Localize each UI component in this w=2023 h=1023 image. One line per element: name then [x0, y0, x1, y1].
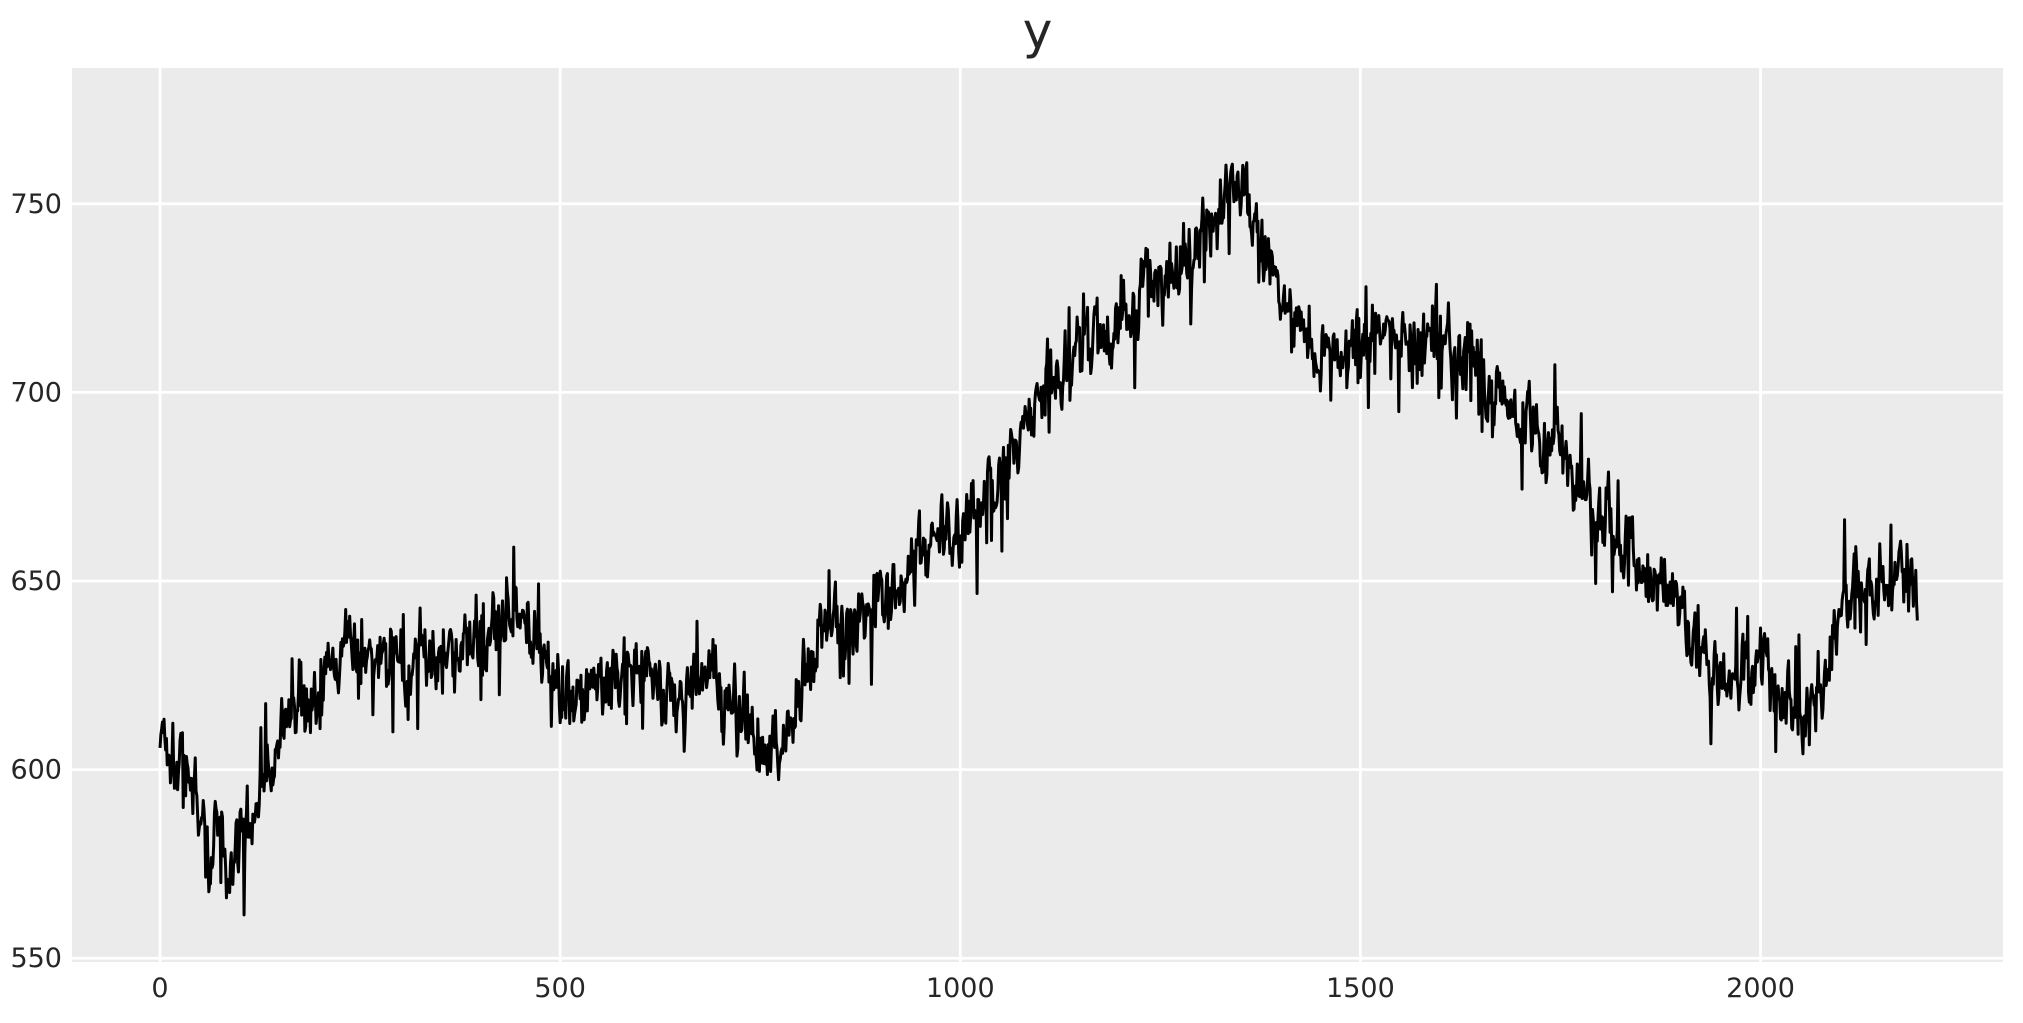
x-tick-label-1000: 1000	[926, 973, 995, 1004]
series-line-y	[158, 161, 1919, 917]
y-tick-label-650: 650	[10, 566, 62, 597]
y-tick-label-550: 550	[10, 943, 62, 974]
plot-area	[72, 68, 2003, 962]
y-tick-label-600: 600	[10, 755, 62, 786]
x-tick-label-500: 500	[534, 973, 586, 1004]
chart-title: y	[1022, 2, 1053, 60]
x-tick-label-2000: 2000	[1726, 973, 1795, 1004]
y-tick-label-750: 750	[10, 189, 62, 220]
x-tick-label-1500: 1500	[1326, 973, 1395, 1004]
x-tick-label-0: 0	[151, 973, 168, 1004]
y-tick-label-700: 700	[10, 377, 62, 408]
